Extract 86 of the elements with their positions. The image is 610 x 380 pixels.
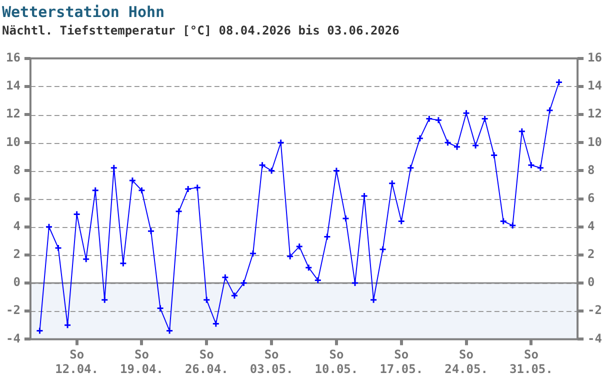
point [110,164,118,172]
x-tick-label: So 12.04. [55,348,98,376]
y2-tick-label: 6 [588,190,595,205]
y-tick-label: 4 [13,219,20,234]
point [268,166,276,174]
y-tick-label: 8 [13,162,20,177]
point [100,296,108,304]
y2-tick-label: 12 [588,106,602,121]
x-tick-label: So 03.05. [250,348,294,376]
y-tick-label: 16 [6,50,20,65]
point [406,164,414,172]
y-tick-label: 14 [6,78,20,93]
point [54,244,62,252]
point [500,218,508,226]
point [398,218,406,226]
x-tick-label: So 19.04. [120,348,164,376]
point [92,186,100,194]
x-tick-label: So 26.04. [184,348,228,376]
point [156,304,164,312]
y-tick-label: -2 [6,303,20,318]
point [481,115,489,123]
point [138,186,146,194]
x-tick-label: So 31.05. [510,348,553,376]
point [342,214,350,222]
point [527,161,535,169]
point [508,222,516,230]
y2-tick-label: -2 [588,303,602,318]
point [332,166,340,174]
point [444,138,452,146]
point [258,161,266,169]
point [147,227,155,235]
y-tick-label: -4 [6,331,20,346]
point [416,134,424,142]
point [453,143,461,151]
point [462,109,470,117]
y2-tick-label: 10 [588,134,602,149]
point [166,327,174,335]
point [370,296,378,304]
point [518,128,526,136]
point [202,296,210,304]
point [286,252,294,260]
point [73,210,81,218]
point [546,106,554,114]
point [296,242,304,250]
point [304,264,312,272]
x-tick-label: So 10.05. [314,348,358,376]
point [277,138,285,146]
point [64,321,72,329]
point [351,279,359,287]
point [45,223,53,231]
point [490,152,498,160]
point [314,276,322,284]
y-tick-label: 6 [13,190,20,205]
point [536,164,544,172]
x-tick-label: So 17.05. [380,348,424,376]
point [212,320,220,328]
point [425,115,433,123]
point [119,260,127,268]
y-tick-label: 12 [6,106,20,121]
point [194,184,202,192]
point [184,185,192,193]
point [221,274,229,282]
y-tick-label: 10 [6,134,20,149]
chart-title: Wetterstation Hohn [2,2,165,21]
point [230,292,238,300]
point [379,246,387,254]
point [249,250,257,258]
y2-tick-label: 14 [588,78,602,93]
point [434,116,442,124]
point [472,142,480,150]
x-tick-label: So 24.05. [444,348,488,376]
chart-subtitle: Nächtl. Tiefsttemperatur [°C] 08.04.2026 bis 03.06.2026 [2,23,400,38]
y2-tick-label: 0 [588,275,595,290]
y-tick-label: 0 [13,275,20,290]
point [323,232,331,240]
y2-tick-label: 2 [588,247,595,262]
point [128,176,136,184]
y2-tick-label: -4 [588,331,602,346]
point [240,279,248,287]
point [360,192,368,200]
y2-tick-label: 16 [588,50,602,65]
y-tick-label: 2 [13,247,20,262]
point [388,180,396,188]
point [175,208,183,216]
y2-tick-label: 4 [588,219,595,234]
y2-tick-label: 8 [588,162,595,177]
